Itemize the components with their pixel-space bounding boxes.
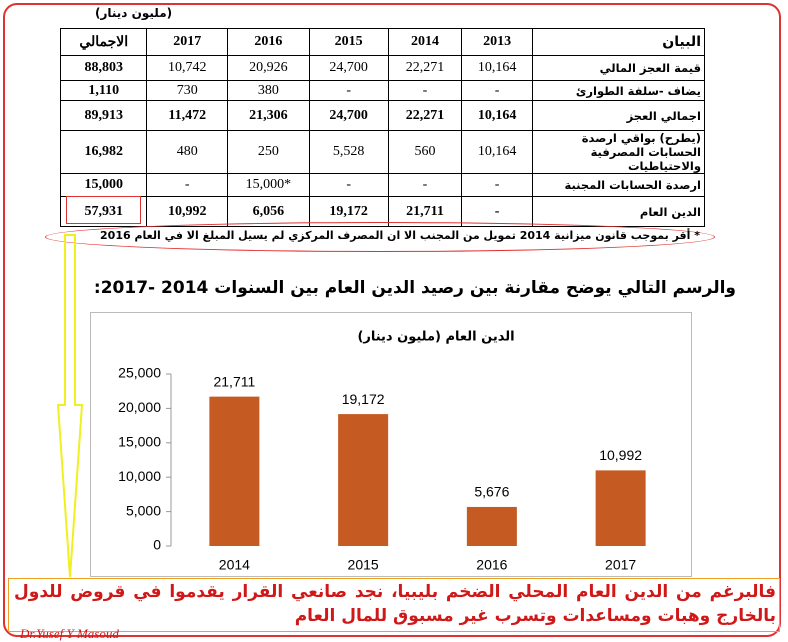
- table-cell: -: [146, 173, 229, 197]
- y-tick-label: 25,000: [118, 365, 161, 381]
- signature: Dr.Yusef Y Masoud: [20, 626, 119, 641]
- value-label: 19,172: [342, 391, 385, 407]
- footnote: * أقر بموجب قانون ميزانية 2014 تمويل من …: [100, 229, 700, 242]
- table-row: اجمالي العجز 10,164 22,271 24,700 21,306 11,4…: [59, 100, 706, 131]
- table-cell: -: [461, 173, 533, 197]
- table-cell: 480: [146, 130, 229, 174]
- arrow: [56, 234, 84, 578]
- table-cell: 380: [227, 80, 310, 101]
- highlight-box: [66, 196, 141, 224]
- table-cell: 2016: [227, 28, 310, 56]
- table-cell: -: [308, 80, 389, 101]
- table-row: (يطرح) بواقي ارصدة الحسابات المصرفية وال…: [59, 130, 706, 174]
- table-cell: 10,164: [461, 130, 533, 174]
- table-cell: 22,271: [387, 100, 463, 131]
- table-cell: 11,472: [146, 100, 229, 131]
- table-cell: 88,803: [59, 55, 148, 81]
- table-cell: 5,528: [308, 130, 389, 174]
- table-cell: اجمالي العجز: [531, 100, 706, 131]
- table-cell: -: [461, 80, 533, 101]
- table-cell: 24,700: [308, 100, 389, 131]
- y-tick-label: 10,000: [118, 468, 161, 484]
- table-cell: 89,913: [59, 100, 148, 131]
- table-cell: 730: [146, 80, 229, 101]
- table-cell: 10,164: [461, 55, 533, 81]
- value-label: 21,711: [213, 373, 255, 389]
- table-row: الدين العام -21,711 19,172 6,056 10,992 57,93…: [59, 196, 706, 227]
- table-row: البيان 2013 2014 2015 2016 2017 الاجمالي: [59, 28, 706, 56]
- conclusion: فالبرغم من الدين العام المحلي الضخم بليب…: [14, 582, 776, 626]
- table-cell: 2014: [387, 28, 463, 56]
- x-tick-label: 2015: [348, 557, 379, 573]
- table-cell: -: [387, 173, 463, 197]
- chart: الدين العام (مليون دينار) 0 5,000 10,000 15…: [90, 312, 692, 577]
- table-cell: 1,110: [59, 80, 148, 101]
- bar: [338, 414, 389, 546]
- table-cell: 10,164: [461, 100, 533, 131]
- table-cell: البيان: [531, 28, 706, 56]
- value-label: 5,676: [474, 484, 509, 500]
- table-cell: 22,271: [387, 55, 463, 81]
- page-frame: [3, 3, 781, 637]
- bar: [595, 470, 646, 546]
- table-cell: -: [387, 80, 463, 101]
- table-cell: الدين العام: [531, 196, 706, 227]
- table-unit: (مليون دينار): [95, 6, 173, 20]
- chart-title: الدين العام (مليون دينار): [357, 330, 514, 345]
- section-heading: والرسم التالي يوضح مقارنة بين رصيد الدين…: [93, 278, 736, 298]
- table-cell: يضاف -سلفة الطوارئ: [531, 80, 706, 101]
- x-tick-label: 2017: [605, 557, 636, 573]
- x-tick-label: 2014: [219, 557, 250, 573]
- y-tick-label: 5,000: [126, 502, 161, 518]
- table-cell: 10,992: [146, 196, 229, 227]
- table-cell: الاجمالي: [59, 28, 148, 56]
- table-cell: (يطرح) بواقي ارصدة الحسابات المصرفية وال…: [531, 130, 706, 174]
- y-tick-label: 0: [153, 537, 161, 553]
- value-label: 10,992: [599, 447, 642, 463]
- note-ellipse: [45, 222, 715, 252]
- table-cell: ارصدة الحسابات المجنبة: [531, 173, 706, 197]
- table-cell: 16,982: [59, 130, 148, 174]
- table-cell: 24,700: [308, 55, 389, 81]
- table-row: يضاف -سلفة الطوارئ - - -380 730 1,110: [59, 80, 706, 101]
- table-cell: -: [308, 173, 389, 197]
- table-cell: 21,306: [227, 100, 310, 131]
- y-tick-label: 20,000: [118, 399, 161, 415]
- bar: [466, 506, 517, 546]
- table-cell: 2017: [146, 28, 229, 56]
- conclusion-box: [8, 578, 780, 632]
- table-cell: 250: [227, 130, 310, 174]
- x-tick-label: 2016: [476, 557, 507, 573]
- table-cell: 15,000: [59, 173, 148, 197]
- table-cell: قيمة العجز المالي: [531, 55, 706, 81]
- y-tick-label: 15,000: [118, 434, 161, 450]
- table-cell: 2013: [461, 28, 533, 56]
- table-cell: 560: [387, 130, 463, 174]
- table-cell: *15,000: [227, 173, 310, 197]
- table-cell: 57,931: [59, 196, 148, 227]
- table-cell: 2015: [308, 28, 389, 56]
- table-cell: 10,742: [146, 55, 229, 81]
- bar: [209, 396, 260, 546]
- data-table: البيان 2013 2014 2015 2016 2017 الاجمالي قيمة ا…: [59, 28, 706, 227]
- table-row: قيمة العجز المالي 10,164 22,271 24,700 20,92…: [59, 55, 706, 81]
- table-row: ارصدة الحسابات المجنبة - - - *15,000-15,000: [59, 173, 706, 197]
- table-cell: 20,926: [227, 55, 310, 81]
